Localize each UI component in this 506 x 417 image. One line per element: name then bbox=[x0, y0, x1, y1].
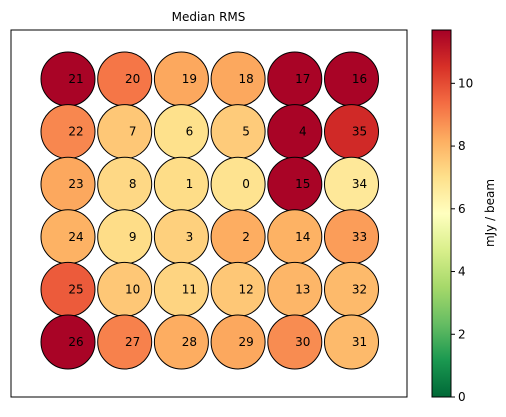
cell-label-7: 7 bbox=[129, 125, 137, 139]
cell-label-12: 12 bbox=[238, 282, 253, 296]
colorbar-label: mJy / beam bbox=[483, 179, 497, 247]
chart-title: Median RMS bbox=[172, 10, 246, 24]
cell-label-30: 30 bbox=[295, 335, 310, 349]
cell-label-28: 28 bbox=[182, 335, 197, 349]
cell-label-15: 15 bbox=[295, 177, 310, 191]
cell-marker-30 bbox=[267, 314, 323, 370]
cell-label-25: 25 bbox=[68, 282, 83, 296]
colorbar-tick-label: 10 bbox=[458, 76, 473, 90]
cell-label-10: 10 bbox=[125, 282, 140, 296]
cell-label-18: 18 bbox=[238, 72, 253, 86]
cell-label-24: 24 bbox=[68, 230, 83, 244]
colorbar-tick-label: 0 bbox=[458, 390, 466, 404]
cell-label-29: 29 bbox=[238, 335, 253, 349]
cell-label-19: 19 bbox=[182, 72, 197, 86]
colorbar-tick-label: 6 bbox=[458, 202, 466, 216]
cell-label-1: 1 bbox=[186, 177, 194, 191]
cell-marker-31 bbox=[324, 314, 379, 370]
cell-marker-28 bbox=[153, 314, 209, 370]
colorbar-tick-label: 2 bbox=[458, 327, 466, 341]
colorbar-tick-label: 8 bbox=[458, 139, 466, 153]
cell-label-5: 5 bbox=[242, 125, 250, 139]
cell-label-32: 32 bbox=[352, 282, 367, 296]
cell-label-6: 6 bbox=[186, 125, 194, 139]
cell-marker-9 bbox=[97, 209, 153, 265]
cell-label-4: 4 bbox=[299, 125, 307, 139]
cell-marker-5 bbox=[210, 104, 266, 160]
cell-marker-2 bbox=[210, 209, 266, 265]
cell-marker-6 bbox=[153, 104, 209, 160]
cell-label-3: 3 bbox=[186, 230, 194, 244]
cell-marker-7 bbox=[97, 104, 153, 160]
cell-label-35: 35 bbox=[352, 125, 367, 139]
colorbar-tick-label: 4 bbox=[458, 265, 466, 279]
cell-marker-27 bbox=[97, 314, 153, 370]
cell-label-2: 2 bbox=[242, 230, 250, 244]
cell-marker-4 bbox=[267, 104, 323, 160]
cell-marker-0 bbox=[210, 156, 266, 212]
cell-label-20: 20 bbox=[125, 72, 140, 86]
cell-label-11: 11 bbox=[182, 282, 197, 296]
cell-marker-26 bbox=[40, 314, 96, 370]
cell-label-31: 31 bbox=[352, 335, 367, 349]
colorbar bbox=[431, 29, 452, 398]
cell-marker-29 bbox=[210, 314, 266, 370]
cell-label-22: 22 bbox=[68, 125, 83, 139]
cell-label-8: 8 bbox=[129, 177, 137, 191]
cell-label-0: 0 bbox=[242, 177, 250, 191]
cell-label-9: 9 bbox=[129, 230, 137, 244]
cell-label-21: 21 bbox=[68, 72, 83, 86]
cell-marker-1 bbox=[153, 156, 209, 212]
cell-label-27: 27 bbox=[125, 335, 140, 349]
cell-label-26: 26 bbox=[68, 335, 83, 349]
cell-label-14: 14 bbox=[295, 230, 310, 244]
cell-marker-3 bbox=[153, 209, 209, 265]
cell-label-33: 33 bbox=[352, 230, 367, 244]
cell-label-16: 16 bbox=[352, 72, 367, 86]
colorbar-ticks: 0 2 4 6 8 10 bbox=[451, 76, 473, 404]
cell-label-23: 23 bbox=[68, 177, 83, 191]
cell-label-13: 13 bbox=[295, 282, 310, 296]
cell-label-17: 17 bbox=[295, 72, 310, 86]
cell-label-34: 34 bbox=[352, 177, 367, 191]
cell-marker-8 bbox=[97, 156, 153, 212]
